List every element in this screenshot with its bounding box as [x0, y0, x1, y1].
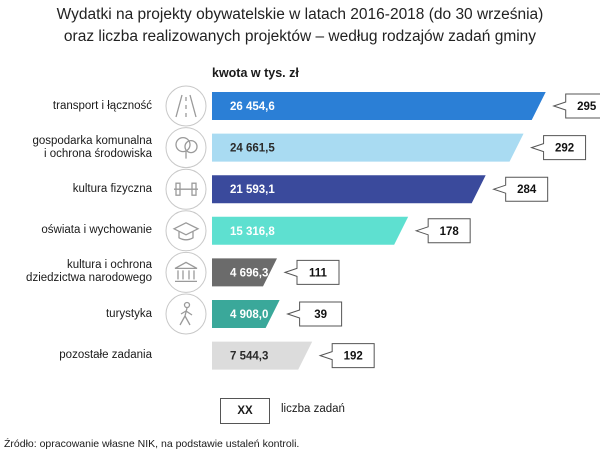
count-box — [492, 176, 549, 202]
count-box — [283, 259, 340, 285]
bar-value-label: 7 544,3 — [230, 351, 268, 363]
count-label: 295 — [577, 101, 597, 113]
bar — [212, 92, 546, 120]
category-label: oświata i wychowanie — [12, 217, 152, 245]
category-label-line: transport i łączność — [52, 99, 152, 112]
count-label: 39 — [314, 309, 327, 321]
bar — [212, 216, 409, 245]
unit-label: kwota w tys. zł — [212, 66, 299, 80]
category-label: turystyka — [12, 300, 152, 328]
graduation-cap-icon — [165, 210, 207, 252]
bar-value-label: 15 316,8 — [230, 226, 275, 238]
count-label: 292 — [555, 143, 574, 155]
dumbbell-icon — [165, 168, 207, 210]
title-line-1: Wydatki na projekty obywatelskie w latac… — [56, 6, 544, 23]
bar-value-label: 4 696,3 — [230, 267, 268, 279]
category-label-line: pozostałe zadania — [59, 349, 152, 362]
count-box — [318, 343, 375, 369]
count-box — [552, 93, 600, 119]
bar — [212, 133, 524, 162]
count-box — [414, 218, 471, 244]
tree-icon — [165, 127, 207, 169]
source-note: Źródło: opracowanie własne NIK, na podst… — [4, 438, 300, 450]
bar — [212, 300, 280, 328]
category-label: pozostałe zadania — [12, 342, 152, 370]
count-box — [529, 135, 587, 161]
category-label: kultura fizyczna — [12, 175, 152, 203]
category-label-line: kultura i ochrona — [66, 259, 152, 272]
legend-label: liczba zadań — [281, 403, 345, 415]
category-label-line: gospodarka komunalna — [32, 134, 152, 147]
category-label-line: turystyka — [105, 307, 152, 320]
bar — [212, 341, 313, 370]
museum-icon — [165, 251, 207, 293]
count-label: 284 — [517, 184, 537, 196]
title-line-2: oraz liczba realizowanych projektów – we… — [63, 28, 537, 45]
bar — [212, 258, 277, 287]
count-label: 192 — [344, 351, 363, 363]
category-label-line: i ochrona środowiska — [43, 147, 152, 160]
legend-box: XX — [220, 398, 270, 424]
count-label: 178 — [440, 226, 460, 238]
category-label-line: oświata i wychowanie — [41, 224, 152, 237]
category-label: gospodarka komunalna i ochrona środowiska — [12, 134, 152, 162]
bar — [212, 175, 486, 204]
category-label: transport i łączność — [12, 92, 152, 120]
bar-value-label: 24 661,5 — [230, 143, 275, 155]
category-label-line: dziedzictwa narodowego — [26, 272, 152, 285]
chart-title: Wydatki na projekty obywatelskie w latac… — [0, 4, 600, 48]
category-label: kultura i ochrona dziedzictwa narodowego — [12, 258, 152, 286]
bar-value-label: 26 454,6 — [230, 101, 275, 113]
count-label: 111 — [309, 267, 328, 279]
hiker-icon — [165, 293, 207, 335]
bar-value-label: 21 593,1 — [230, 184, 275, 196]
count-box — [286, 301, 343, 327]
category-label-line: kultura fizyczna — [72, 182, 152, 195]
bar-value-label: 4 908,0 — [230, 309, 268, 321]
road-icon — [165, 85, 207, 127]
